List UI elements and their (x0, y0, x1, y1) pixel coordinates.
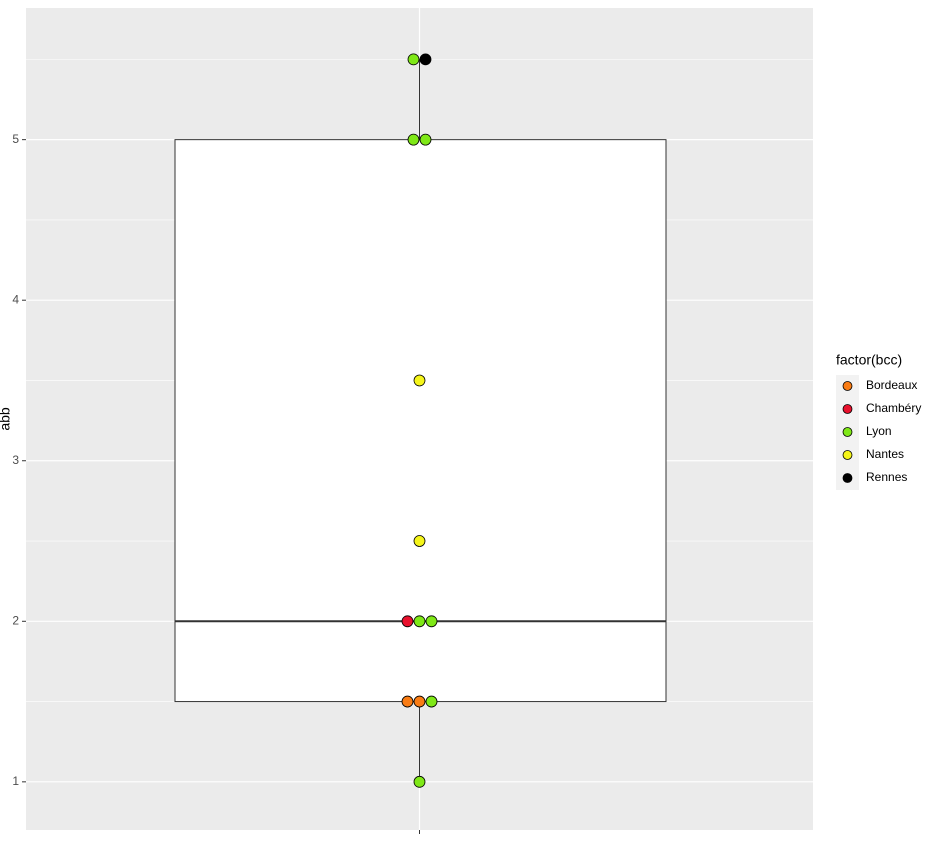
dot (407, 53, 420, 66)
y-axis-label: abb (0, 407, 13, 431)
dot (425, 615, 438, 628)
box (174, 139, 667, 703)
y-tick-label: 3 (12, 453, 19, 467)
dot (413, 775, 426, 788)
dot (401, 695, 414, 708)
y-tick-label: 2 (12, 613, 19, 627)
legend-label: Chambéry (866, 401, 921, 415)
legend-label: Nantes (866, 447, 904, 461)
dot (419, 133, 432, 146)
legend-label: Lyon (866, 424, 892, 438)
dot (425, 695, 438, 708)
legend-key (842, 473, 853, 483)
dot (413, 615, 426, 628)
dot (401, 615, 414, 628)
legend-title: factor(bcc) (836, 352, 902, 368)
legend-label: Rennes (866, 470, 907, 484)
legend-key (842, 381, 853, 391)
legend-label: Bordeaux (866, 378, 917, 392)
dot (413, 374, 426, 387)
y-tick-label: 1 (12, 774, 19, 788)
y-tick-label: 5 (12, 132, 19, 146)
dot (419, 53, 432, 66)
dot (407, 133, 420, 146)
y-tick-label: 4 (12, 292, 19, 306)
legend-key (842, 404, 853, 414)
legend-key (842, 427, 853, 437)
legend-key (842, 450, 853, 460)
dot (413, 535, 426, 547)
dot (413, 695, 426, 708)
